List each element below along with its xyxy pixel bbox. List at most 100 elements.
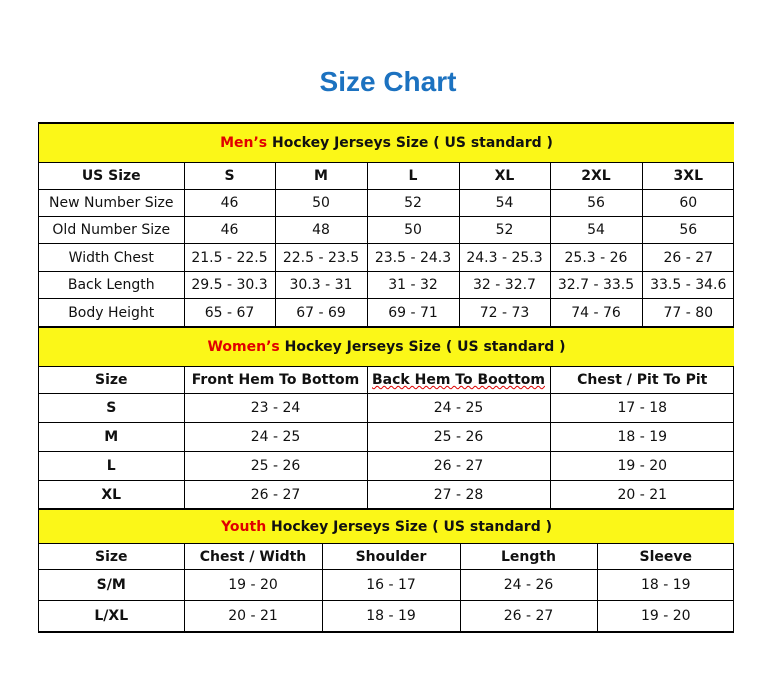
page-title: Size Chart: [319, 66, 457, 97]
table-cell: 32 - 32.7: [458, 271, 551, 299]
column-header-label: Back Hem To Boottom: [372, 372, 545, 388]
column-header-label: XL: [494, 168, 515, 184]
column-header-label: M: [314, 168, 328, 184]
row-label: S/M: [39, 569, 185, 601]
column-header: Front Hem To Bottom: [183, 366, 368, 394]
section-heading: Youth Hockey Jerseys Size ( US standard …: [39, 509, 735, 544]
row-label: New Number Size: [39, 189, 185, 217]
column-header: 3XL: [641, 162, 735, 190]
table-cell: 74 - 76: [549, 298, 643, 327]
column-header: L: [366, 162, 460, 190]
column-header: Back Hem To Boottom: [366, 366, 551, 394]
table-cell: 18 - 19: [321, 600, 461, 632]
table-cell: 54: [458, 189, 551, 217]
table-cell: 25 - 26: [183, 451, 368, 481]
table-cell: 23 - 24: [183, 393, 368, 423]
table-cell: 60: [641, 189, 735, 217]
table-row: L/XL 20 - 21 18 - 19 26 - 27 19 - 20: [39, 600, 735, 632]
column-header: S: [183, 162, 276, 190]
table-cell: 56: [641, 216, 735, 244]
row-label: Old Number Size: [39, 216, 185, 244]
row-label: S: [39, 393, 185, 423]
table-row: Back Length 29.5 - 30.3 30.3 - 31 31 - 32 32…: [39, 271, 735, 299]
youth-size-table: Youth Hockey Jerseys Size ( US standard …: [39, 509, 735, 632]
mens-size-table: Men’s Hockey Jerseys Size ( US standard …: [39, 123, 735, 327]
table-cell: 24 - 25: [366, 393, 551, 423]
section-heading-label: Hockey Jerseys Size ( US standard ): [266, 518, 552, 535]
table-row: S 23 - 24 24 - 25 17 - 18: [39, 393, 735, 423]
section-accent-label: Women’s: [207, 339, 280, 355]
column-header: US Size: [39, 162, 185, 190]
table-cell: 16 - 17: [321, 569, 461, 601]
table-cell: 18 - 19: [549, 422, 735, 452]
table-cell: 46: [183, 189, 276, 217]
table-row: Width Chest 21.5 - 22.5 22.5 - 23.5 23.5 - …: [39, 243, 735, 272]
table-cell: 19 - 20: [596, 600, 735, 632]
womens-size-table: Women’s Hockey Jerseys Size ( US standar…: [39, 327, 735, 509]
table-cell: 65 - 67: [183, 298, 276, 327]
table-cell: 26 - 27: [366, 451, 551, 481]
column-header: Length: [459, 543, 598, 570]
column-header-label: US Size: [81, 168, 141, 184]
table-cell: 26 - 27: [459, 600, 598, 632]
table-cell: 67 - 69: [274, 298, 368, 327]
section-heading-label: Hockey Jerseys Size ( US standard ): [267, 135, 553, 151]
column-header: Size: [39, 543, 185, 570]
section-heading: Women’s Hockey Jerseys Size ( US standar…: [39, 327, 735, 367]
women-section-heading: Women’s Hockey Jerseys Size ( US standar…: [39, 327, 735, 367]
table-cell: 54: [549, 216, 643, 244]
table-cell: 48: [274, 216, 368, 244]
table-row: S/M 19 - 20 16 - 17 24 - 26 18 - 19: [39, 569, 735, 601]
size-chart: Men’s Hockey Jerseys Size ( US standard …: [38, 122, 735, 633]
column-header: Sleeve: [596, 543, 735, 570]
table-cell: 24 - 25: [183, 422, 368, 452]
table-row: M 24 - 25 25 - 26 18 - 19: [39, 422, 735, 452]
column-header-label: Sleeve: [639, 548, 693, 565]
row-label: Body Height: [39, 298, 185, 327]
table-cell: 32.7 - 33.5: [549, 271, 643, 299]
table-cell: 56: [549, 189, 643, 217]
column-header: Size: [39, 366, 185, 394]
column-header-label: L: [408, 168, 418, 184]
table-cell: 25 - 26: [366, 422, 551, 452]
table-cell: 26 - 27: [183, 480, 368, 509]
section-accent-label: Youth: [221, 518, 267, 535]
column-header-label: Size: [94, 548, 128, 565]
men-section-heading: Men’s Hockey Jerseys Size ( US standard …: [39, 123, 735, 163]
header-row: Size Chest / Width Shoulder Length Sleeve: [39, 543, 735, 570]
table-row: Body Height 65 - 67 67 - 69 69 - 71 72 - 73 7…: [39, 298, 735, 327]
row-label: L: [39, 451, 185, 481]
table-cell: 33.5 - 34.6: [641, 271, 735, 299]
table-cell: 24 - 26: [459, 569, 598, 601]
table-cell: 77 - 80: [641, 298, 735, 327]
table-cell: 21.5 - 22.5: [183, 243, 276, 272]
row-label: M: [39, 422, 185, 452]
row-label: Back Length: [39, 271, 185, 299]
table-cell: 19 - 20: [549, 451, 735, 481]
table-cell: 17 - 18: [549, 393, 735, 423]
column-header-label: S: [224, 168, 235, 184]
row-label: L/XL: [39, 600, 185, 632]
table-row: Old Number Size 46 48 50 52 54 56: [39, 216, 735, 244]
table-row: L 25 - 26 26 - 27 19 - 20: [39, 451, 735, 481]
table-cell: 30.3 - 31: [274, 271, 368, 299]
table-row: XL 26 - 27 27 - 28 20 - 21: [39, 480, 735, 509]
table-cell: 46: [183, 216, 276, 244]
column-header-label: Chest / Width: [199, 548, 307, 565]
table-cell: 52: [366, 189, 460, 217]
table-cell: 19 - 20: [183, 569, 323, 601]
column-header: 2XL: [549, 162, 643, 190]
header-row: US Size S M L XL 2XL 3XL: [39, 162, 735, 190]
youth-section-heading: Youth Hockey Jerseys Size ( US standard …: [39, 509, 735, 544]
column-header: Chest / Pit To Pit: [549, 366, 735, 394]
section-heading-label: Hockey Jerseys Size ( US standard ): [279, 339, 566, 355]
table-cell: 24.3 - 25.3: [458, 243, 551, 272]
column-header: M: [274, 162, 368, 190]
header-row: Size Front Hem To Bottom Back Hem To Boott…: [39, 366, 735, 394]
table-cell: 31 - 32: [366, 271, 460, 299]
table-cell: 50: [366, 216, 460, 244]
column-header-label: Length: [500, 548, 557, 565]
table-cell: 20 - 21: [183, 600, 323, 632]
row-label: Width Chest: [39, 243, 185, 272]
table-cell: 20 - 21: [549, 480, 735, 509]
